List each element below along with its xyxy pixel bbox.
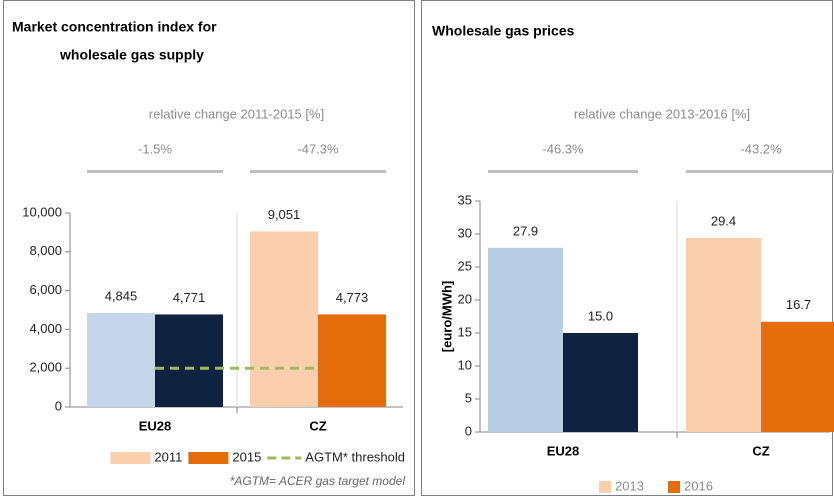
y-tick-label: 35 [458, 192, 472, 207]
value-label: 4,845 [105, 288, 138, 303]
panel-border [3, 0, 415, 496]
legend-swatch [110, 452, 151, 464]
change-label: -1.5% [138, 141, 172, 156]
subtitle: relative change 2011-2015 [%] [149, 106, 324, 121]
bar [563, 333, 638, 432]
value-label: 29.4 [711, 213, 736, 228]
change-label: -43.2% [740, 141, 782, 156]
change-underline [87, 170, 223, 173]
y-tick-label: 0 [465, 423, 472, 438]
legend-label: AGTM* threshold [305, 449, 405, 464]
y-tick-label: 5 [465, 390, 472, 405]
y-tick-label: 10 [458, 357, 472, 372]
subtitle: relative change 2013-2016 [%] [574, 106, 750, 121]
footnote: *AGTM= ACER gas target model [230, 474, 406, 488]
y-tick-label: 8,000 [29, 243, 62, 258]
y-tick-label: 10,000 [22, 204, 62, 219]
change-underline [250, 170, 386, 173]
bar [87, 313, 155, 407]
y-tick-label: 6,000 [29, 282, 62, 297]
legend-label: 2015 [232, 449, 261, 464]
y-axis-label: [euro/MWh] [439, 281, 454, 352]
change-underline [488, 170, 638, 173]
bar [250, 231, 318, 407]
x-tick-label: EU28 [139, 418, 172, 433]
value-label: 16.7 [786, 297, 811, 312]
value-label: 27.9 [513, 223, 538, 238]
panel-border [421, 0, 833, 496]
x-tick-label: EU28 [547, 443, 580, 458]
bar [761, 321, 834, 432]
y-tick-label: 2,000 [29, 360, 62, 375]
legend-swatch [188, 452, 229, 464]
value-label: 4,773 [336, 290, 369, 305]
chart-title: Market concentration index for [12, 19, 217, 35]
legend-label: 2016 [684, 478, 713, 493]
legend-label: 2013 [615, 478, 644, 493]
y-tick-label: 4,000 [29, 321, 62, 336]
chart-title: wholesale gas supply [59, 47, 204, 63]
legend-label: 2011 [154, 449, 182, 464]
bar [155, 314, 223, 407]
change-label: -46.3% [542, 141, 584, 156]
legend: 2011 2015 AGTM* threshold [110, 449, 405, 464]
bar [686, 237, 761, 432]
y-tick-label: 20 [458, 291, 472, 306]
change-label: -47.3% [297, 141, 339, 156]
bar [318, 314, 386, 407]
legend-swatch [599, 481, 612, 493]
legend-swatch [668, 481, 680, 493]
bar [488, 247, 563, 432]
chart-title: Wholesale gas prices [432, 23, 575, 39]
value-label: 15.0 [588, 308, 613, 323]
y-tick-label: 0 [55, 398, 62, 413]
x-tick-label: CZ [309, 418, 326, 433]
value-label: 4,771 [173, 290, 206, 305]
x-tick-label: CZ [752, 443, 769, 458]
y-tick-label: 25 [458, 258, 472, 273]
change-underline [686, 170, 834, 173]
legend: 2013 2016 [599, 478, 713, 493]
y-tick-label: 15 [458, 324, 472, 339]
y-tick-label: 30 [458, 225, 472, 240]
value-label: 9,051 [268, 207, 301, 222]
